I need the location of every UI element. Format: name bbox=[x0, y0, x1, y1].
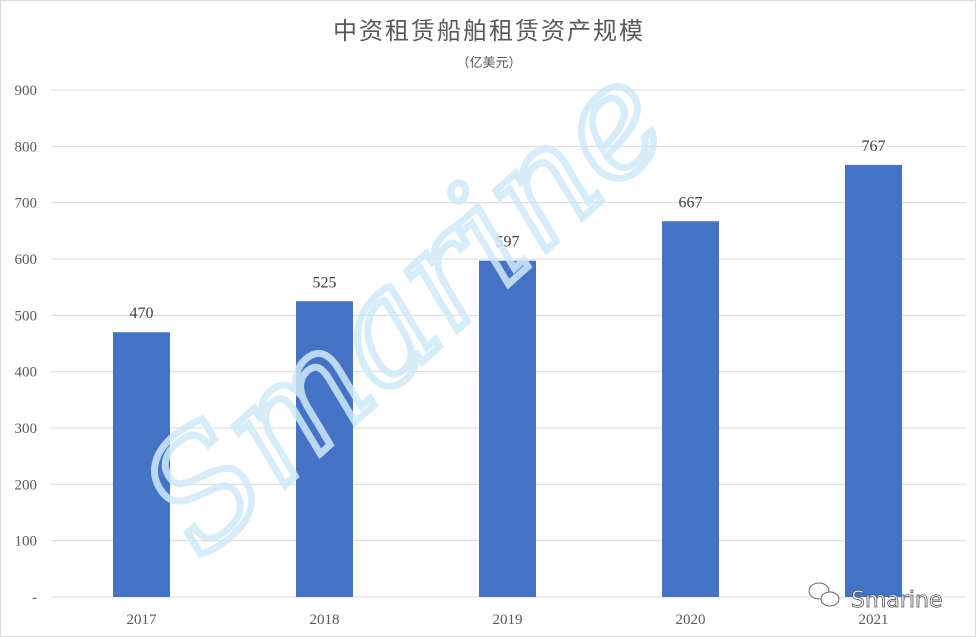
x-tick-label: 2018 bbox=[310, 612, 340, 628]
data-label: 767 bbox=[862, 138, 886, 155]
watermark: Smarine bbox=[109, 31, 701, 588]
x-tick-label: 2021 bbox=[859, 612, 889, 628]
y-tick-label: 400 bbox=[15, 365, 38, 381]
x-tick-label: 2020 bbox=[676, 612, 706, 628]
bar bbox=[296, 301, 353, 597]
bar bbox=[845, 164, 902, 597]
wechat-icon bbox=[808, 582, 840, 607]
x-tick-label: 2019 bbox=[493, 612, 523, 628]
bar bbox=[479, 260, 536, 597]
y-tick-label: 300 bbox=[15, 421, 38, 437]
y-tick-label: - bbox=[32, 590, 37, 606]
x-tick-label: 2017 bbox=[127, 612, 158, 628]
y-tick-label: 500 bbox=[15, 308, 38, 324]
chart-subtitle: （亿美元） bbox=[456, 56, 521, 71]
logo: Smarine bbox=[808, 582, 943, 613]
y-tick-label: 600 bbox=[15, 252, 38, 268]
data-label: 667 bbox=[679, 194, 703, 211]
y-tick-label: 100 bbox=[15, 534, 38, 550]
data-label: 525 bbox=[313, 274, 337, 291]
chart-title: 中资租赁船舶租赁资产规模 bbox=[333, 17, 645, 45]
y-tick-label: 700 bbox=[15, 196, 38, 212]
y-tick-label: 200 bbox=[15, 477, 38, 493]
y-tick-label: 900 bbox=[15, 83, 38, 99]
bar bbox=[662, 221, 719, 598]
logo-text: Smarine bbox=[851, 588, 943, 613]
data-label: 470 bbox=[130, 305, 154, 322]
bar bbox=[113, 332, 170, 597]
y-tick-label: 800 bbox=[15, 139, 38, 155]
data-label: 597 bbox=[496, 234, 520, 251]
